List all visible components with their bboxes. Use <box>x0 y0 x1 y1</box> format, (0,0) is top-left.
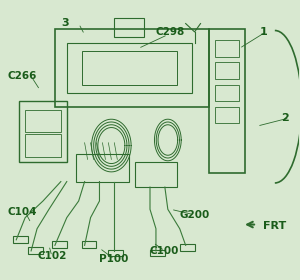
Text: 3: 3 <box>61 18 68 28</box>
Text: C298: C298 <box>156 27 185 37</box>
Text: 1: 1 <box>260 27 268 37</box>
Text: 2: 2 <box>281 113 289 123</box>
Text: P100: P100 <box>100 254 129 264</box>
Text: C100: C100 <box>150 246 179 256</box>
Text: C266: C266 <box>7 71 37 81</box>
Text: G200: G200 <box>180 210 210 220</box>
Text: C104: C104 <box>7 207 37 217</box>
Text: FRT: FRT <box>263 221 286 231</box>
Text: C102: C102 <box>37 251 66 261</box>
